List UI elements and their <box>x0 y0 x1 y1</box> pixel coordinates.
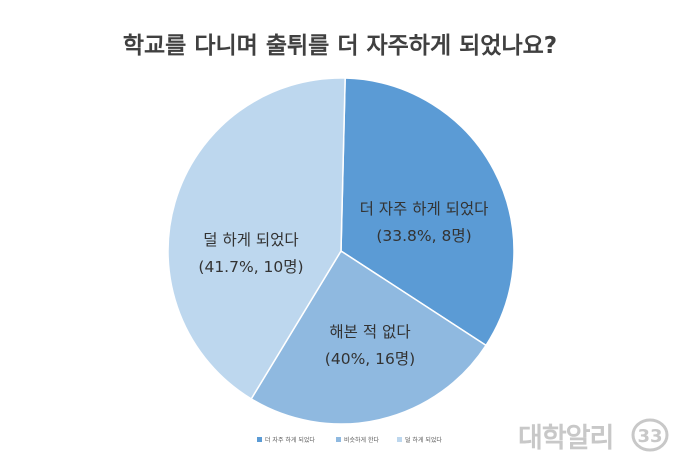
slice-label: (41.7%, 10명) <box>198 258 303 276</box>
legend-swatch <box>336 437 341 442</box>
watermark-text: 대학알리 <box>518 423 614 454</box>
slice-label: 해본 적 없다 <box>329 323 410 341</box>
slice-labels: 더 자주 하게 되었다 (33.8%, 8명) 해본 적 없다 (40%, 16명) 덜… <box>198 200 488 368</box>
legend-label: 더 자주 하게 되었다 <box>265 436 315 444</box>
slice-label: (33.8%, 8명) <box>376 227 471 245</box>
watermark-logo-text: 33 <box>637 426 662 447</box>
slice-label: 덜 하게 되었다 <box>203 231 298 249</box>
legend-swatch <box>397 437 402 442</box>
slice-label: (40%, 16명) <box>325 350 415 368</box>
legend: 더 자주 하게 되었다 비슷하게 한다 덜 하게 되었다 <box>257 436 442 444</box>
pie-slice <box>250 249 488 425</box>
pie-slice <box>167 77 346 400</box>
watermark-logo-icon: 33 <box>631 418 669 452</box>
legend-label: 비슷하게 한다 <box>344 436 380 444</box>
legend-label: 덜 하게 되었다 <box>405 436 442 444</box>
watermark: 대학알리 33 <box>518 416 678 456</box>
chart-title: 학교를 다니며 출튀를 더 자주하게 되었나요? <box>122 33 558 59</box>
slice-label: 더 자주 하게 되었다 <box>360 200 489 218</box>
pie-slices <box>167 77 515 425</box>
legend-swatch <box>257 437 262 442</box>
